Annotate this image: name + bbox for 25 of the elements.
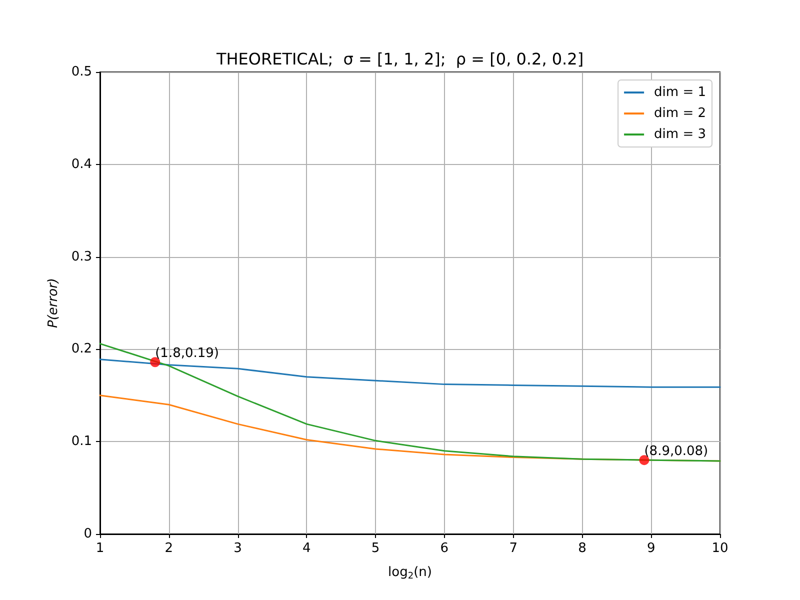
- y-tick-label: 0.1: [71, 434, 92, 450]
- x-tick-label: 1: [96, 541, 104, 556]
- x-tick-label: 4: [302, 541, 311, 556]
- y-tick-label: 0.4: [71, 156, 92, 172]
- line-series: [99, 342, 721, 462]
- y-tick-label: 0.3: [71, 249, 92, 264]
- legend-label: dim = 2: [654, 106, 706, 121]
- annotation: (1.8,0.19): [155, 346, 220, 362]
- y-tick-label: 0.2: [71, 342, 92, 357]
- y-tick-label: 0: [84, 526, 92, 542]
- y-axis-title: P(error): [46, 278, 61, 328]
- x-tick-label: 9: [646, 541, 656, 556]
- x-tick-label: 7: [509, 541, 518, 556]
- x-tick-label: 10: [712, 541, 728, 556]
- x-tick-label: 3: [234, 541, 242, 556]
- y-tick-label: 0.5: [71, 64, 92, 80]
- annotation: (8.9,0.08): [644, 444, 708, 460]
- x-tick-label: 2: [164, 541, 174, 556]
- legend-label: dim = 3: [654, 127, 706, 142]
- x-tick-label: 5: [371, 541, 380, 556]
- x-tick-label: 6: [440, 541, 449, 556]
- chart-title: THEORETICAL; σ = [1, 1, 2]; ρ = [0, 0.2, 0.2]: [215, 50, 584, 68]
- x-tick-label: 8: [578, 541, 586, 556]
- line-series: [99, 358, 721, 388]
- legend-label: dim = 1: [654, 85, 706, 100]
